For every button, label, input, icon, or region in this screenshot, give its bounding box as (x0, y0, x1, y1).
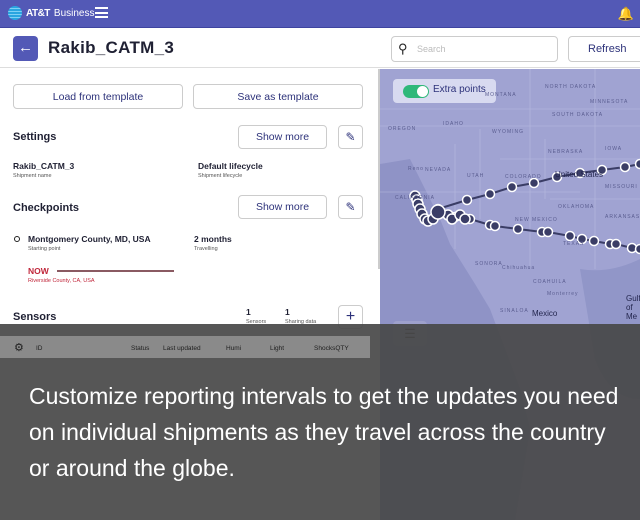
route-point[interactable] (634, 243, 640, 255)
map-label-ok: OKLAHOMA (558, 204, 595, 210)
route-point[interactable] (576, 233, 588, 245)
map-label-wy: WYOMING (492, 129, 524, 135)
toggle-switch[interactable] (403, 85, 429, 98)
settings-edit-pencil-icon[interactable]: ✎ (338, 125, 363, 149)
sensors-count: 1 (246, 307, 251, 317)
settings-show-more-button[interactable]: Show more (238, 125, 327, 149)
map-label-sin: SINALOA (500, 308, 529, 314)
hamburger-icon[interactable] (95, 7, 108, 18)
map-label-mn: MINNESOTA (590, 99, 629, 105)
col-id[interactable]: ID (36, 345, 43, 352)
col-light[interactable]: Light (270, 345, 285, 352)
load-template-button[interactable]: Load from template (13, 84, 183, 109)
caption-text: Customize reporting intervals to get the… (29, 383, 619, 481)
route-point[interactable] (551, 171, 563, 183)
start-point-icon (14, 236, 20, 242)
extra-points-toggle[interactable]: Extra points (393, 79, 496, 103)
map-label-ar: ARKANSAS (605, 214, 640, 220)
start-point-label: Starting point (28, 246, 61, 252)
route-point[interactable] (489, 220, 501, 232)
route-point[interactable] (512, 223, 524, 235)
refresh-button[interactable]: Refresh (568, 36, 640, 62)
route-point[interactable] (461, 194, 473, 206)
start-point-value: Montgomery County, MD, USA (28, 234, 151, 244)
map-label-mty: Monterrey (547, 291, 579, 297)
map-label-so: SONORA (475, 261, 503, 267)
table-settings-gear-icon[interactable]: ⚙ (14, 342, 24, 354)
bell-icon[interactable]: 🔔 (617, 6, 634, 21)
top-bar: AT&T Business 🔔 (0, 0, 640, 28)
map-label-sd: SOUTH DAKOTA (552, 112, 604, 118)
checkpoints-title: Checkpoints (13, 202, 80, 214)
map-label-ne: NEBRASKA (548, 149, 584, 155)
map-label-mx: Mexico (532, 309, 558, 318)
search-icon: ⚲ (398, 41, 408, 56)
route-point[interactable] (610, 238, 622, 250)
state-borders (380, 69, 640, 269)
search-input[interactable]: ⚲ Search (391, 36, 558, 62)
route-point[interactable] (542, 226, 554, 238)
route-north (437, 163, 640, 210)
page-title: Rakib_CATM_3 (48, 38, 175, 57)
col-humi[interactable]: Humi (226, 345, 242, 352)
route-point[interactable] (564, 230, 576, 242)
panel-scrollbar[interactable] (378, 69, 380, 269)
map-label-or: OREGON (388, 126, 417, 132)
map-label-ut: UTAH (467, 173, 485, 179)
shipment-name-label: Shipment name (13, 173, 52, 179)
lifecycle-value: Default lifecycle (198, 161, 263, 171)
map-label-nv: NEVADA (425, 167, 452, 173)
col-shocksqty[interactable]: ShocksQTY (314, 345, 349, 352)
back-button[interactable]: ← (13, 36, 38, 61)
map-label-nd: NORTH DAKOTA (545, 84, 597, 90)
current-location-marker[interactable] (430, 204, 446, 220)
settings-title: Settings (13, 131, 57, 143)
att-logo[interactable]: AT&T Business (8, 6, 95, 20)
col-last-updated[interactable]: Last updated (163, 345, 201, 352)
route-point[interactable] (528, 177, 540, 189)
map-label-co: COLORADO (505, 174, 542, 180)
shipment-name-value: Rakib_CATM_3 (13, 161, 75, 171)
att-globe-icon (8, 6, 22, 20)
route-point-cluster[interactable] (459, 213, 471, 225)
lifecycle-label: Shipment lifecycle (198, 173, 243, 179)
duration-value: 2 months (194, 234, 232, 244)
map-label-coah: COAHUILA (533, 279, 567, 285)
toggle-label: Extra points (433, 84, 486, 95)
route-point[interactable] (619, 161, 631, 173)
route-point[interactable] (506, 181, 518, 193)
page-header: ← Rakib_CATM_3 ⚲ Search Refresh (0, 28, 640, 68)
save-template-button[interactable]: Save as template (193, 84, 363, 109)
sharing-count-label: Sharing data (285, 319, 317, 325)
duration-label: Travelling (194, 246, 218, 252)
map-label-mo: MISSOURI (605, 184, 638, 190)
map-label-us: United States (555, 170, 604, 179)
sensor-table-header (0, 336, 370, 358)
map-label-gulf: Gulf of Me (626, 294, 640, 321)
sharing-count: 1 (285, 307, 290, 317)
map-label-mt: MONTANA (485, 92, 517, 98)
route-point[interactable] (596, 164, 608, 176)
now-label: NOW (28, 266, 49, 276)
map-label-id: IDAHO (443, 121, 464, 127)
route-point[interactable] (574, 167, 586, 179)
route-point[interactable] (484, 188, 496, 200)
checkpoints-show-more-button[interactable]: Show more (238, 195, 327, 219)
now-location: Riverside County, CA, USA (28, 278, 95, 284)
route-point[interactable] (588, 235, 600, 247)
map-label-nm: NEW MEXICO (515, 217, 558, 223)
col-status[interactable]: Status (131, 345, 150, 352)
map-label-chih: Chihuahua (502, 265, 536, 271)
progress-line (57, 270, 174, 272)
map-label-ia: IOWA (605, 146, 623, 152)
route-point[interactable] (634, 158, 640, 170)
sensors-count-label: Sensors (246, 319, 267, 325)
checkpoints-edit-pencil-icon[interactable]: ✎ (338, 195, 363, 219)
map-label-reno: Reno (408, 166, 424, 172)
sensors-title: Sensors (13, 311, 57, 323)
map-label-ca: CALIFORNIA (395, 195, 436, 201)
map-label-tx: TEXAS (563, 241, 585, 247)
